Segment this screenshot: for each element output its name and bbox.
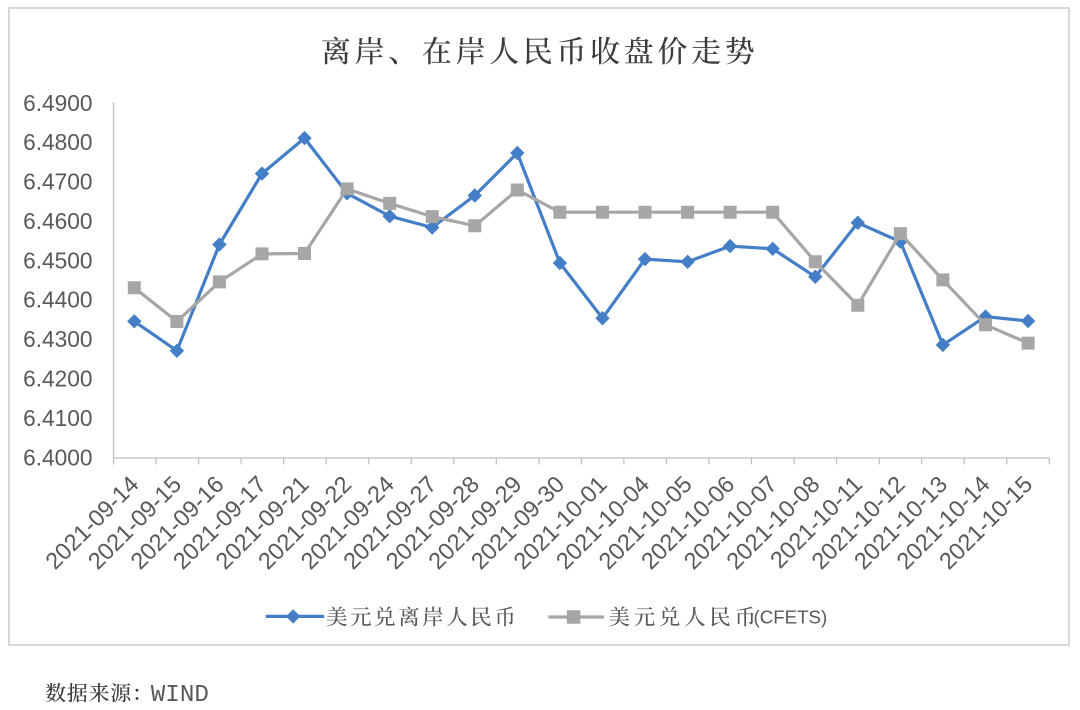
svg-text:6.4300: 6.4300: [23, 326, 92, 352]
svg-text:6.4100: 6.4100: [23, 405, 92, 431]
svg-text:6.4900: 6.4900: [23, 90, 92, 116]
svg-text:6.4600: 6.4600: [23, 208, 92, 234]
svg-text:WIND: WIND: [151, 682, 209, 709]
svg-text:(CFETS): (CFETS): [754, 606, 828, 627]
svg-text:6.4000: 6.4000: [23, 444, 92, 470]
svg-text:6.4500: 6.4500: [23, 247, 92, 273]
svg-text:6.4400: 6.4400: [23, 287, 92, 313]
svg-text:6.4700: 6.4700: [23, 169, 92, 195]
svg-text:6.4800: 6.4800: [23, 129, 92, 155]
svg-text:6.4200: 6.4200: [23, 366, 92, 392]
